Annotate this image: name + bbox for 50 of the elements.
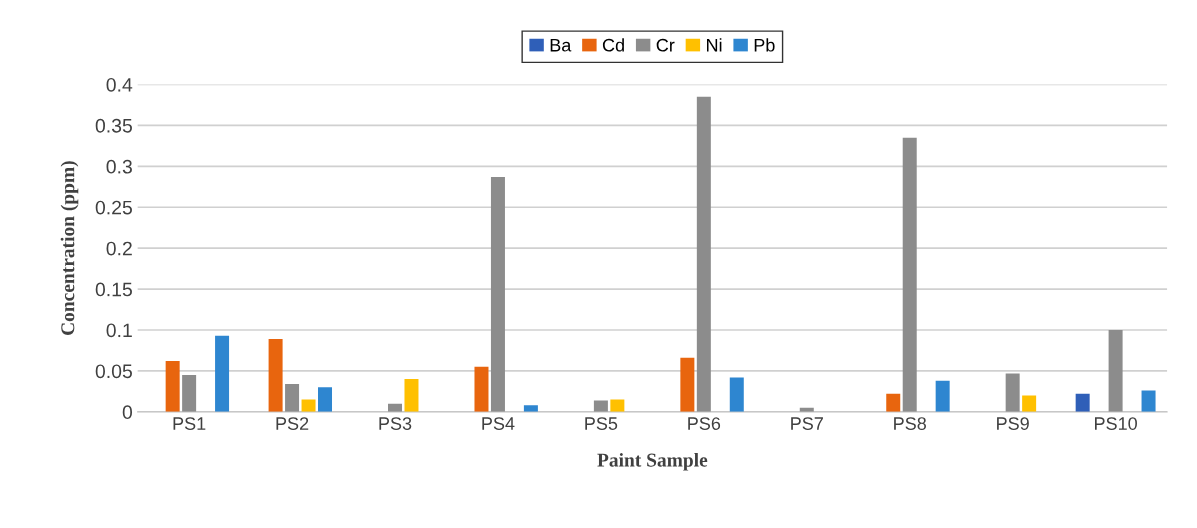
y-tick-label: 0.25 bbox=[95, 200, 132, 215]
bar bbox=[404, 379, 419, 412]
x-tick-label: PS1 bbox=[173, 417, 206, 430]
x-axis-title: Paint Sample bbox=[597, 452, 708, 471]
bar bbox=[318, 387, 333, 412]
bar bbox=[268, 339, 283, 412]
x-tick-label: PS2 bbox=[276, 417, 309, 430]
bar bbox=[593, 400, 608, 412]
bar bbox=[1022, 395, 1037, 412]
bar bbox=[680, 357, 695, 412]
legend-label: Cd bbox=[602, 38, 624, 52]
y-tick-label: 0.15 bbox=[95, 282, 132, 297]
y-tick-label: 0.3 bbox=[106, 159, 132, 174]
bar bbox=[610, 399, 625, 412]
bar bbox=[886, 393, 901, 412]
bar bbox=[490, 176, 505, 412]
bar bbox=[1005, 373, 1020, 412]
bar bbox=[902, 137, 917, 412]
y-axis-title: Concentration (ppm) bbox=[60, 161, 79, 335]
bar bbox=[935, 380, 950, 412]
bar bbox=[729, 377, 744, 412]
legend-label: Pb bbox=[754, 38, 775, 52]
x-tick-label: PS5 bbox=[585, 417, 618, 430]
bar bbox=[285, 384, 300, 412]
bar bbox=[182, 375, 197, 412]
bar bbox=[1108, 330, 1123, 412]
x-tick-label: PS6 bbox=[688, 417, 721, 430]
bar bbox=[1075, 393, 1090, 412]
x-tick-label: PS3 bbox=[379, 417, 412, 430]
y-tick-label: 0.35 bbox=[95, 118, 132, 133]
y-tick-label: 0 bbox=[122, 405, 133, 420]
x-tick-label: PS7 bbox=[791, 417, 823, 430]
y-tick-label: 0.05 bbox=[95, 364, 132, 379]
bar bbox=[215, 335, 230, 412]
y-tick-label: 0.2 bbox=[106, 241, 132, 256]
bar bbox=[1141, 390, 1156, 412]
bar bbox=[474, 366, 489, 412]
x-tick-label: PS10 bbox=[1095, 417, 1137, 430]
legend-label: Cr bbox=[656, 38, 675, 52]
x-tick-label: PS8 bbox=[894, 417, 926, 430]
y-tick-label: 0.1 bbox=[106, 323, 132, 338]
legend-label: Ni bbox=[707, 38, 722, 52]
bar bbox=[696, 96, 711, 412]
bar bbox=[301, 399, 316, 412]
bar bbox=[165, 361, 180, 412]
x-tick-label: PS9 bbox=[997, 417, 1029, 430]
legend-label: Ba bbox=[550, 38, 572, 52]
bar bbox=[523, 405, 538, 412]
y-tick-label: 0.4 bbox=[106, 77, 133, 92]
x-tick-label: PS4 bbox=[482, 417, 515, 430]
